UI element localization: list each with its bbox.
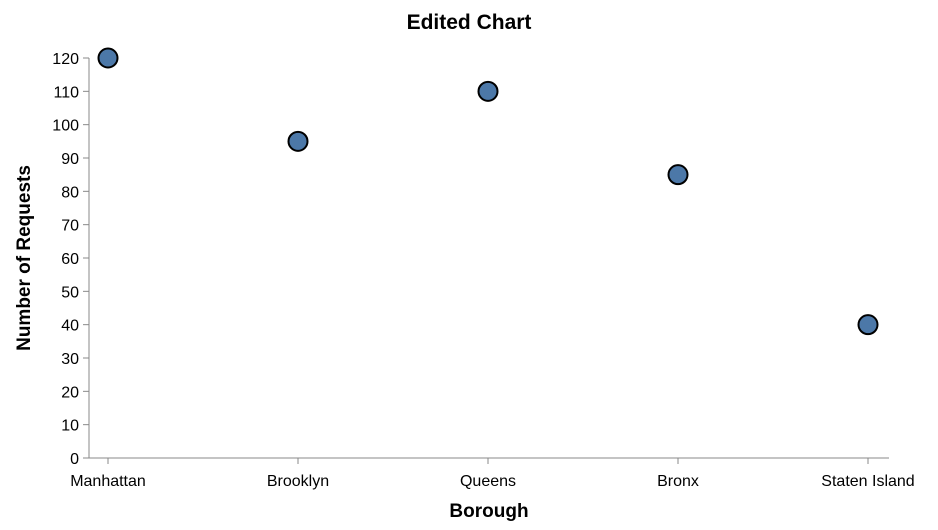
data-points <box>97 47 879 336</box>
y-tick-label: 60 <box>61 251 79 268</box>
y-axis: 0 10 20 30 40 50 60 70 80 90 100 110 120 <box>52 51 90 468</box>
data-point[interactable] <box>857 314 879 336</box>
data-point[interactable] <box>477 80 499 102</box>
x-tick-label: Bronx <box>657 473 699 490</box>
y-tick-label: 30 <box>61 351 79 368</box>
y-tick-label: 0 <box>70 451 79 468</box>
y-tick-label: 100 <box>52 118 79 135</box>
y-tick-label: 20 <box>61 384 79 401</box>
y-tick-label: 40 <box>61 318 79 335</box>
y-tick-label: 10 <box>61 418 79 435</box>
x-tick-label: Staten Island <box>821 473 914 490</box>
y-tick-label: 120 <box>52 51 79 68</box>
data-point[interactable] <box>97 47 119 69</box>
y-tick-label: 80 <box>61 184 79 201</box>
y-axis-title: Number of Requests <box>14 165 35 351</box>
data-point[interactable] <box>667 164 689 186</box>
data-point[interactable] <box>287 130 309 152</box>
x-tick-label: Brooklyn <box>267 473 329 490</box>
y-tick-label: 110 <box>53 84 79 101</box>
y-tick-label: 70 <box>61 218 79 235</box>
x-axis-title: Borough <box>449 501 528 522</box>
x-tick-label: Manhattan <box>70 473 146 490</box>
x-tick-label: Queens <box>460 473 516 490</box>
y-tick-label: 50 <box>61 284 79 301</box>
x-axis: Manhattan Brooklyn Queens Bronx Staten Islan… <box>70 457 915 490</box>
chart-title: Edited Chart <box>407 11 532 34</box>
y-tick-label: 90 <box>61 151 79 168</box>
